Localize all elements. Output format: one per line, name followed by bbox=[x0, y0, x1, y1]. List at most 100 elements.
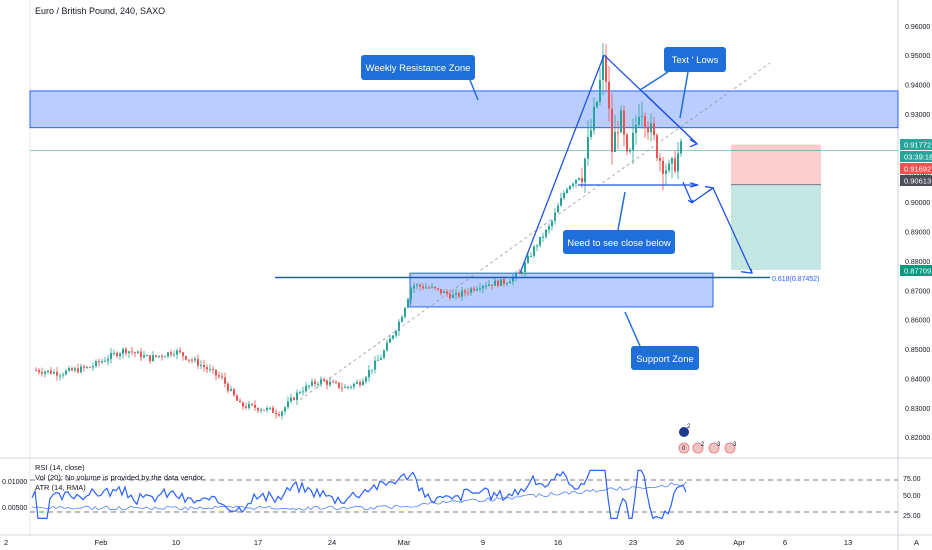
candle-body bbox=[608, 81, 610, 109]
price-badges: 0.91772 03:39:18 0.91692 0.90613 0.87709 bbox=[900, 139, 932, 276]
candle-body bbox=[635, 124, 637, 133]
red-price-badge bbox=[900, 163, 932, 174]
candle-body bbox=[620, 110, 622, 133]
candle-body bbox=[62, 374, 64, 376]
event-icon[interactable] bbox=[708, 442, 720, 454]
candle-body bbox=[305, 385, 307, 392]
candle-body bbox=[269, 407, 271, 409]
event-icon[interactable] bbox=[678, 442, 690, 454]
candle-body bbox=[389, 338, 391, 343]
candle-body bbox=[593, 106, 595, 131]
candle-body bbox=[515, 272, 517, 277]
countdown-badge bbox=[900, 151, 932, 162]
time-tick: Feb bbox=[95, 538, 108, 547]
dark-price-text: 0.90613 bbox=[904, 177, 931, 186]
candle-body bbox=[425, 287, 427, 289]
atr-label: ATR (14, RMA) bbox=[35, 483, 86, 492]
candle-body bbox=[71, 368, 73, 371]
candle-body bbox=[416, 284, 418, 286]
candle-body bbox=[641, 116, 643, 118]
candle-body bbox=[434, 286, 436, 289]
event-icon[interactable] bbox=[679, 427, 689, 437]
time-tick: Mar bbox=[398, 538, 411, 547]
indicator-pane[interactable] bbox=[30, 469, 898, 520]
candle-body bbox=[368, 369, 370, 378]
candle-body bbox=[326, 380, 328, 385]
fib-label: 0.618(0.87452) bbox=[772, 276, 819, 283]
price-tick: 0.84000 bbox=[905, 376, 930, 383]
callout-text-lows[interactable]: Text ' Lows bbox=[639, 47, 726, 119]
current-price-badge bbox=[900, 139, 932, 150]
time-axis[interactable]: Feb 10 17 24 Mar 9 16 23 26 Apr 6 13 bbox=[95, 538, 853, 547]
candle-body bbox=[158, 355, 160, 357]
candle-body bbox=[290, 397, 292, 402]
rsi-tick: 25.00 bbox=[903, 513, 921, 520]
need-close-label: Need to see close below bbox=[567, 238, 671, 249]
candle-body bbox=[662, 160, 664, 174]
time-tick: 23 bbox=[629, 538, 637, 547]
candle-body bbox=[524, 262, 526, 273]
candle-body bbox=[155, 355, 157, 357]
candle-body bbox=[281, 411, 283, 416]
event-icon[interactable] bbox=[692, 442, 704, 454]
event-icon[interactable] bbox=[724, 442, 736, 454]
candle-body bbox=[131, 351, 133, 353]
candle-body bbox=[173, 354, 175, 356]
weekly-resistance-label: Weekly Resistance Zone bbox=[366, 63, 471, 74]
candle-body bbox=[77, 368, 79, 373]
candle-body bbox=[617, 131, 619, 133]
candle-body bbox=[500, 279, 502, 286]
candle-body bbox=[548, 226, 550, 230]
candle-body bbox=[80, 366, 82, 373]
candle-body bbox=[104, 360, 106, 362]
candle-body bbox=[632, 132, 634, 150]
candle-body bbox=[674, 158, 676, 172]
price-tick: 0.82000 bbox=[905, 435, 930, 442]
candle-body bbox=[74, 368, 76, 371]
time-tick: Apr bbox=[733, 538, 745, 547]
candle-body bbox=[320, 379, 322, 384]
event-icons[interactable]: 2 0 2 3 3 bbox=[678, 424, 737, 454]
candle-body bbox=[410, 288, 412, 300]
arrow-head bbox=[704, 185, 715, 192]
candle-body bbox=[575, 179, 577, 184]
candle-body bbox=[449, 293, 451, 299]
weekly-resistance-zone bbox=[29, 90, 899, 129]
candle-body bbox=[254, 404, 256, 408]
candle-body bbox=[626, 134, 628, 152]
candle-body bbox=[206, 367, 208, 370]
candle-body bbox=[395, 330, 397, 336]
candle-body bbox=[116, 352, 118, 357]
candle-body bbox=[224, 377, 226, 384]
auto-scale-button[interactable]: A bbox=[914, 538, 919, 547]
price-tick: 0.95000 bbox=[905, 53, 930, 60]
candle-body bbox=[422, 286, 424, 289]
rally-line bbox=[519, 54, 605, 274]
candle-body bbox=[470, 288, 472, 293]
candle-body bbox=[266, 407, 268, 410]
candle-body bbox=[236, 395, 238, 401]
candle-body bbox=[332, 381, 334, 383]
candle-body bbox=[122, 348, 124, 354]
callout-need-close[interactable]: Need to see close below bbox=[563, 191, 675, 254]
candle-body bbox=[458, 293, 460, 297]
callout-weekly-resistance[interactable]: Weekly Resistance Zone bbox=[361, 55, 479, 101]
candle-body bbox=[257, 407, 259, 411]
candle-body bbox=[287, 401, 289, 408]
candle-body bbox=[464, 290, 466, 293]
time-tick: 17 bbox=[254, 538, 262, 547]
arrow-head bbox=[740, 268, 753, 274]
candle-body bbox=[176, 350, 178, 355]
callout-support-zone[interactable]: Support Zone bbox=[624, 311, 699, 370]
candle-body bbox=[590, 130, 592, 138]
price-axis[interactable]: 0.960000.950000.940000.930000.920000.910… bbox=[905, 24, 930, 442]
candle-body bbox=[65, 370, 67, 375]
candle-body bbox=[137, 351, 139, 354]
candle-body bbox=[551, 220, 553, 227]
candle-body bbox=[341, 387, 343, 389]
timezone-marker: 2 bbox=[4, 538, 8, 547]
candle-body bbox=[53, 371, 55, 374]
candle-body bbox=[671, 158, 673, 164]
candle-body bbox=[413, 285, 415, 289]
